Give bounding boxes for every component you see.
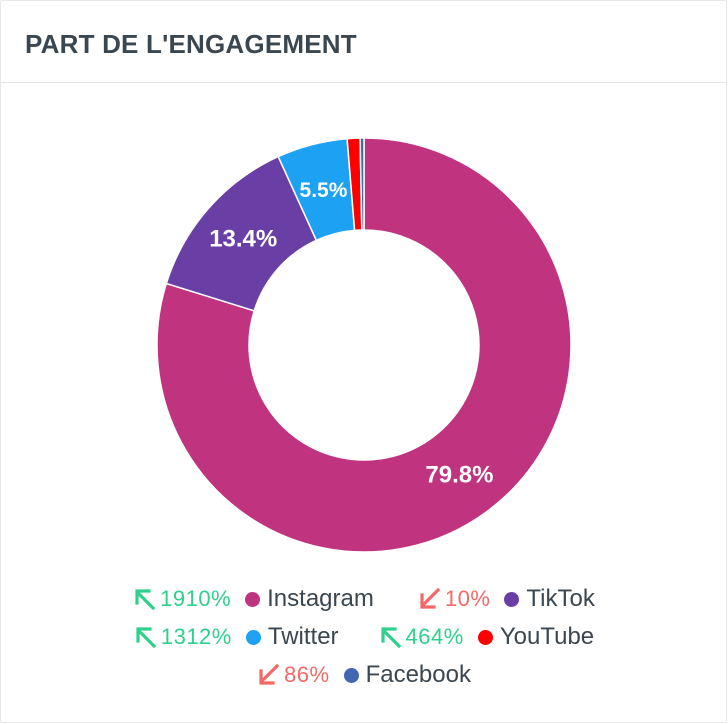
legend-label: Facebook	[365, 661, 471, 688]
card-header: PART DE L'ENGAGEMENT	[1, 1, 726, 83]
trend-value: 464%	[405, 624, 464, 649]
arrow-up-left-icon	[135, 589, 156, 611]
arrow-down-left-icon	[259, 663, 280, 685]
legend-row-2: 1312% Twitter 464% YouTube	[0, 622, 728, 652]
arrow-down-left-icon	[420, 587, 441, 609]
trend-value: 1910%	[160, 586, 232, 611]
trend-value: 1312%	[160, 624, 232, 649]
slice-instagram[interactable]	[156, 137, 572, 553]
legend-label: TikTok	[526, 585, 595, 612]
legend-item-twitter[interactable]: 1312% Twitter	[134, 623, 339, 651]
slice-label-twitter: 5.5%	[300, 179, 348, 202]
legend-item-youtube[interactable]: 464% YouTube	[379, 623, 595, 651]
trend-instagram: 1910%	[133, 586, 231, 612]
legend-row-1: 1910% Instagram 10% TikTok	[0, 584, 728, 614]
legend-dot-instagram	[245, 591, 261, 607]
legend-dot-youtube	[477, 629, 493, 645]
legend-item-instagram[interactable]: 1910% Instagram	[133, 585, 374, 613]
trend-value: 86%	[284, 662, 330, 687]
legend-item-tiktok[interactable]: 10% TikTok	[418, 585, 595, 613]
slice-label-tiktok: 13.4%	[209, 226, 277, 253]
trend-twitter: 1312%	[134, 624, 232, 650]
arrow-up-left-icon	[380, 627, 401, 649]
legend-label: Twitter	[267, 623, 339, 650]
legend-dot-twitter	[245, 629, 261, 645]
legend-dot-tiktok	[504, 591, 520, 607]
trend-tiktok: 10%	[418, 586, 491, 612]
arrow-up-left-icon	[136, 627, 157, 649]
legend-row-3: 86% Facebook	[0, 660, 728, 690]
legend-label: Instagram	[267, 585, 374, 612]
trend-youtube: 464%	[379, 624, 464, 650]
trend-facebook: 86%	[257, 662, 330, 688]
legend-dot-facebook	[343, 667, 359, 683]
card-title: PART DE L'ENGAGEMENT	[25, 29, 357, 59]
slice-label-instagram: 79.8%	[425, 462, 493, 489]
legend-item-facebook[interactable]: 86% Facebook	[257, 661, 471, 689]
slice-facebook[interactable]	[359, 137, 365, 231]
legend-label: YouTube	[499, 623, 595, 650]
trend-value: 10%	[444, 586, 491, 611]
